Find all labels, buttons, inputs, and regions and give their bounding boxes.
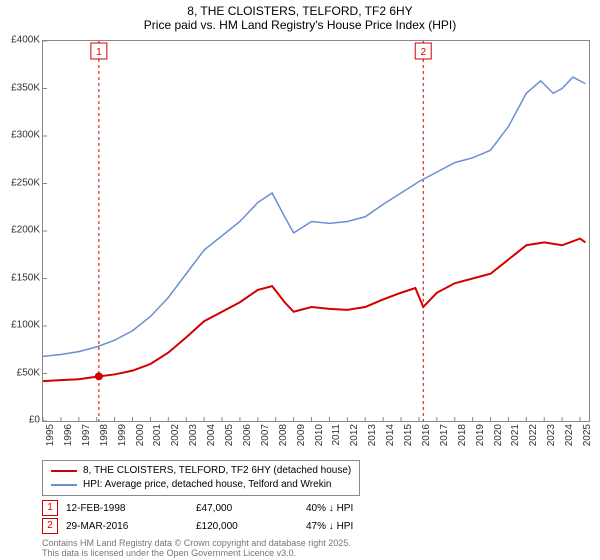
x-tick-label: 2017: [439, 424, 450, 454]
legend-swatch: [51, 470, 77, 472]
x-tick-label: 2004: [206, 424, 217, 454]
x-tick-label: 2008: [278, 424, 289, 454]
transaction-delta: 47% ↓ HPI: [306, 521, 353, 532]
y-tick-label: £350K: [0, 82, 40, 93]
legend-item: HPI: Average price, detached house, Telf…: [51, 478, 351, 492]
x-tick-label: 2010: [314, 424, 325, 454]
plot-svg: 12: [43, 41, 589, 421]
x-tick-label: 2016: [421, 424, 432, 454]
legend-label: HPI: Average price, detached house, Telf…: [83, 478, 332, 492]
x-tick-label: 2011: [331, 424, 342, 454]
x-tick-label: 2023: [546, 424, 557, 454]
y-tick-label: £400K: [0, 35, 40, 46]
chart-container: 8, THE CLOISTERS, TELFORD, TF2 6HY Price…: [0, 0, 600, 560]
legend-swatch: [51, 484, 77, 486]
x-tick-label: 2025: [582, 424, 593, 454]
x-tick-label: 2000: [135, 424, 146, 454]
chart-title-line2: Price paid vs. HM Land Registry's House …: [0, 18, 600, 34]
svg-text:1: 1: [96, 47, 102, 58]
x-tick-label: 1998: [99, 424, 110, 454]
x-tick-label: 2015: [403, 424, 414, 454]
x-tick-label: 1995: [45, 424, 56, 454]
x-tick-label: 2009: [296, 424, 307, 454]
x-tick-label: 2013: [367, 424, 378, 454]
legend: 8, THE CLOISTERS, TELFORD, TF2 6HY (deta…: [42, 460, 360, 496]
x-tick-label: 1996: [63, 424, 74, 454]
transaction-row: 2 29-MAR-2016 £120,000 47% ↓ HPI: [42, 518, 353, 534]
x-tick-label: 2014: [385, 424, 396, 454]
legend-item: 8, THE CLOISTERS, TELFORD, TF2 6HY (deta…: [51, 464, 351, 478]
x-tick-label: 2019: [475, 424, 486, 454]
legend-label: 8, THE CLOISTERS, TELFORD, TF2 6HY (deta…: [83, 464, 351, 478]
x-tick-label: 2003: [188, 424, 199, 454]
y-tick-label: £150K: [0, 272, 40, 283]
y-tick-label: £200K: [0, 225, 40, 236]
x-tick-label: 2001: [152, 424, 163, 454]
transaction-row: 1 12-FEB-1998 £47,000 40% ↓ HPI: [42, 500, 353, 516]
transaction-date: 12-FEB-1998: [66, 503, 196, 514]
svg-text:2: 2: [420, 47, 426, 58]
plot-area: 12: [42, 40, 590, 422]
x-tick-label: 2007: [260, 424, 271, 454]
y-tick-label: £50K: [0, 367, 40, 378]
transaction-marker-icon: 2: [42, 518, 58, 534]
x-tick-label: 2002: [170, 424, 181, 454]
x-tick-label: 2006: [242, 424, 253, 454]
x-tick-label: 2020: [493, 424, 504, 454]
y-tick-label: £100K: [0, 320, 40, 331]
x-tick-label: 2022: [528, 424, 539, 454]
x-tick-label: 1997: [81, 424, 92, 454]
y-tick-label: £300K: [0, 130, 40, 141]
transaction-marker-icon: 1: [42, 500, 58, 516]
x-tick-label: 2021: [510, 424, 521, 454]
y-tick-label: £0: [0, 415, 40, 426]
transaction-delta: 40% ↓ HPI: [306, 503, 353, 514]
transaction-date: 29-MAR-2016: [66, 521, 196, 532]
x-tick-label: 1999: [117, 424, 128, 454]
transaction-price: £120,000: [196, 521, 306, 532]
x-tick-label: 2005: [224, 424, 235, 454]
transaction-price: £47,000: [196, 503, 306, 514]
x-tick-label: 2018: [457, 424, 468, 454]
footnote-line2: This data is licensed under the Open Gov…: [42, 548, 296, 558]
y-tick-label: £250K: [0, 177, 40, 188]
x-tick-label: 2012: [349, 424, 360, 454]
chart-title-line1: 8, THE CLOISTERS, TELFORD, TF2 6HY: [0, 0, 600, 18]
x-tick-label: 2024: [564, 424, 575, 454]
footnote-line1: Contains HM Land Registry data © Crown c…: [42, 538, 351, 548]
